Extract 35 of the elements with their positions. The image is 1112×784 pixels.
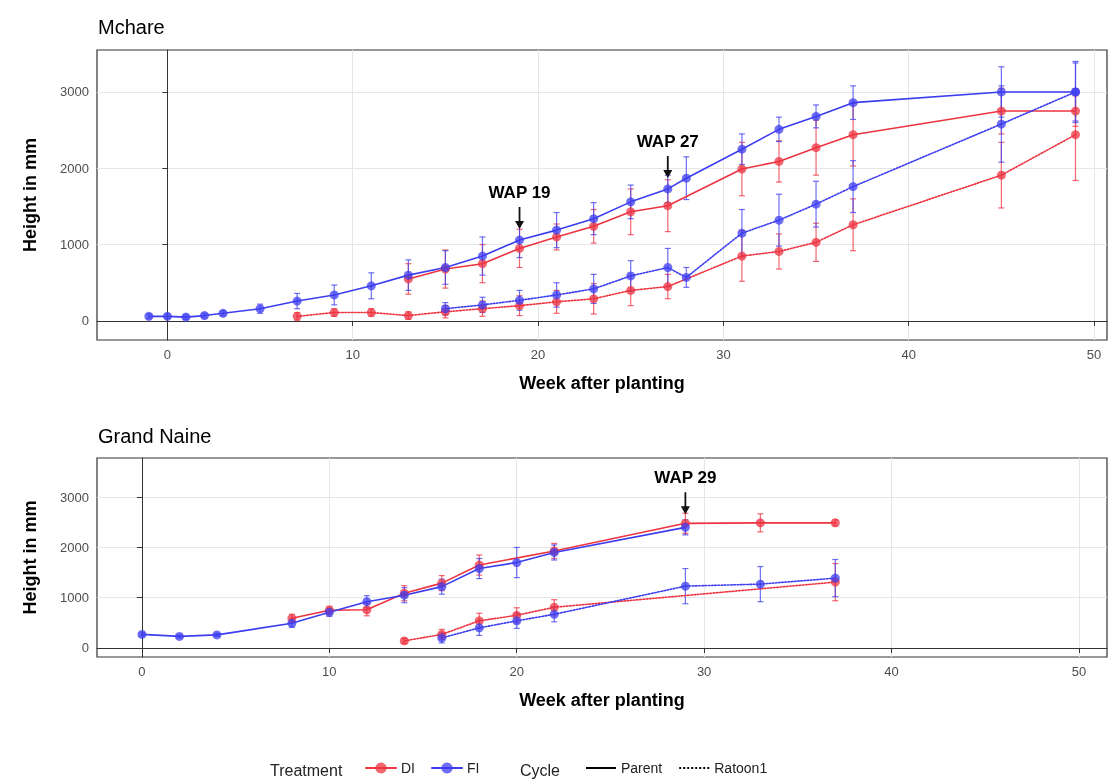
x-axis-title: Week after planting (519, 373, 685, 393)
y-axis-title: Height in mm (20, 137, 40, 253)
y-tick-label: 1000 (60, 590, 89, 606)
x-tick-label: 10 (322, 664, 337, 679)
y-tick-label: 1000 (60, 237, 89, 253)
legend-label: FI (467, 760, 480, 776)
y-tick-label: 0 (81, 640, 89, 656)
y-tick-label: 2000 (60, 160, 89, 176)
y-tick-label: 3000 (60, 84, 89, 100)
y-tick-label: 0 (81, 313, 89, 329)
text: Cycle (520, 761, 561, 779)
x-tick-label: 20 (530, 347, 546, 362)
x-tick-label: 10 (345, 347, 360, 362)
chart-title: Mchare (98, 16, 165, 38)
x-tick-label: 40 (901, 347, 916, 362)
x-tick-label: 30 (716, 347, 731, 362)
y-tick-label: 2000 (60, 539, 89, 555)
x-tick-label: 0 (163, 347, 172, 362)
x-tick-label: 30 (696, 664, 712, 679)
x-tick-label: 50 (1071, 664, 1087, 679)
legend-label: DI (401, 760, 415, 776)
y-tick-label: 3000 (60, 489, 89, 505)
text: Ratoon1 (714, 760, 768, 776)
x-tick-label: 0 (138, 664, 146, 679)
x-axis-title: Week after planting (519, 690, 685, 710)
chart-title: Grand Naine (98, 425, 212, 447)
x-tick-label: 50 (1086, 347, 1102, 362)
annotation: WAP 19 (488, 183, 551, 203)
text: Parent (621, 760, 663, 776)
y-axis-title: Height in mm (20, 500, 40, 615)
annotation: WAP 27 (636, 131, 699, 151)
x-tick-label: 40 (884, 664, 899, 679)
x-tick-label: 20 (509, 664, 524, 679)
legend-title: Treatment (270, 761, 343, 779)
annotation: WAP 29 (654, 468, 717, 488)
